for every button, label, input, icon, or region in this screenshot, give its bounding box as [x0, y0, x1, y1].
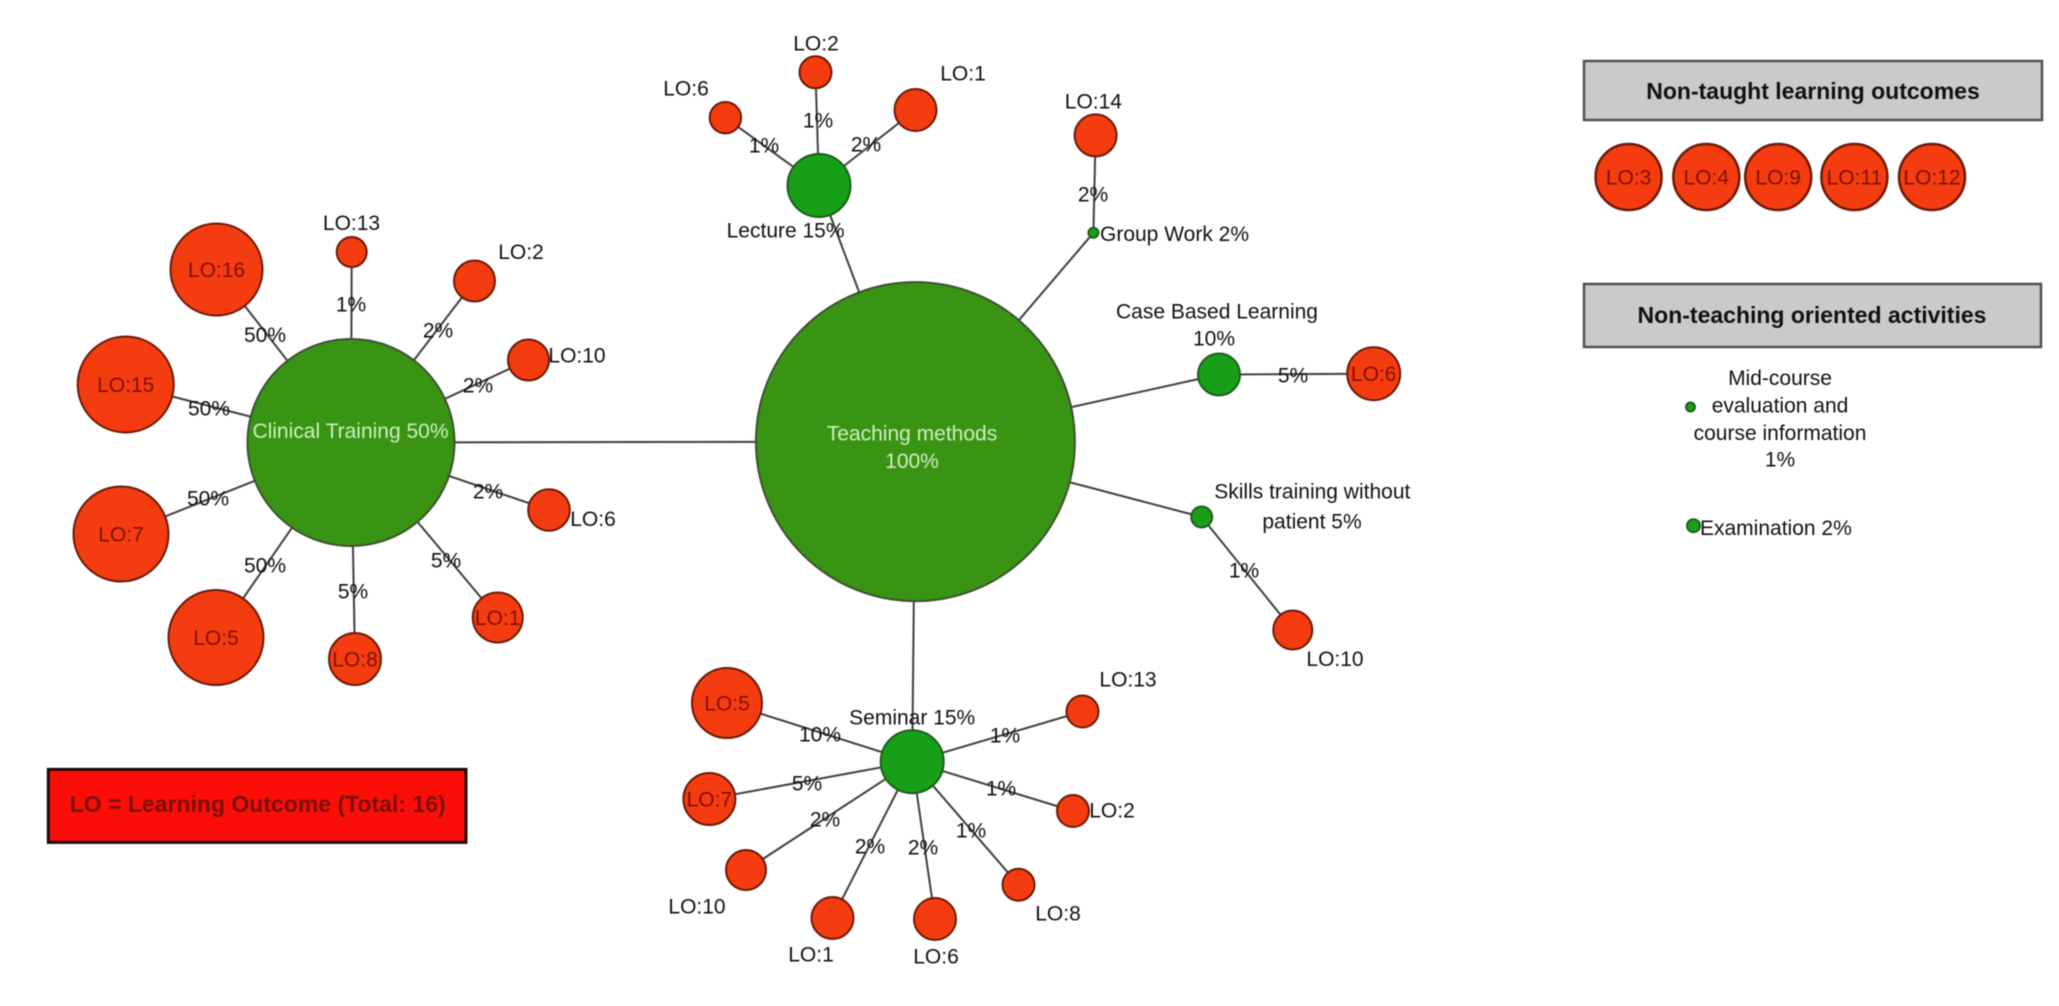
- svg-text:2%: 2%: [423, 320, 453, 343]
- svg-text:5%: 5%: [431, 550, 461, 573]
- svg-text:5%: 5%: [338, 581, 368, 604]
- svg-text:LO:14: LO:14: [1065, 91, 1123, 114]
- svg-text:LO:16: LO:16: [188, 259, 245, 282]
- svg-text:LO:1: LO:1: [788, 944, 834, 967]
- svg-text:LO:11: LO:11: [1827, 167, 1883, 190]
- svg-text:LO:6: LO:6: [570, 508, 616, 531]
- svg-text:Non-taught learning outcomes: Non-taught learning outcomes: [1646, 78, 1980, 104]
- svg-text:LO:10: LO:10: [668, 896, 725, 919]
- svg-text:LO:1: LO:1: [940, 63, 986, 86]
- svg-text:LO:7: LO:7: [687, 789, 733, 812]
- svg-text:100%: 100%: [885, 450, 939, 473]
- svg-text:1%: 1%: [803, 110, 833, 133]
- svg-text:1%: 1%: [1229, 560, 1259, 583]
- svg-text:LO:9: LO:9: [1755, 167, 1801, 190]
- svg-text:LO:12: LO:12: [1903, 167, 1960, 190]
- svg-text:LO:10: LO:10: [1306, 648, 1363, 671]
- svg-text:50%: 50%: [187, 488, 229, 511]
- svg-text:1%: 1%: [336, 294, 366, 317]
- svg-text:1%: 1%: [1765, 449, 1795, 472]
- svg-text:LO:6: LO:6: [663, 78, 709, 101]
- svg-text:10%: 10%: [799, 724, 841, 747]
- svg-text:1%: 1%: [986, 778, 1016, 801]
- svg-text:50%: 50%: [188, 398, 230, 421]
- svg-text:LO:1: LO:1: [475, 607, 521, 630]
- svg-text:LO:10: LO:10: [548, 345, 605, 368]
- svg-text:2%: 2%: [851, 134, 881, 157]
- svg-text:5%: 5%: [1278, 365, 1308, 388]
- svg-text:LO:6: LO:6: [1351, 363, 1397, 386]
- svg-text:10%: 10%: [1193, 328, 1235, 351]
- svg-text:50%: 50%: [244, 324, 286, 347]
- svg-text:Non-teaching oriented activiti: Non-teaching oriented activities: [1638, 302, 1987, 328]
- svg-text:evaluation and: evaluation and: [1712, 395, 1849, 418]
- svg-text:2%: 2%: [908, 837, 938, 860]
- svg-text:LO:2: LO:2: [793, 33, 839, 56]
- svg-text:LO:7: LO:7: [98, 524, 144, 547]
- svg-text:LO:3: LO:3: [1606, 167, 1652, 190]
- svg-text:LO:8: LO:8: [1035, 903, 1081, 926]
- svg-text:2%: 2%: [463, 375, 493, 398]
- svg-text:LO:5: LO:5: [704, 693, 750, 716]
- svg-text:Seminar 15%: Seminar 15%: [849, 707, 975, 730]
- svg-text:2%: 2%: [473, 481, 503, 504]
- svg-text:Group Work 2%: Group Work 2%: [1100, 223, 1249, 246]
- svg-text:LO:2: LO:2: [498, 241, 544, 264]
- svg-text:50%: 50%: [244, 555, 286, 578]
- svg-text:2%: 2%: [810, 809, 840, 832]
- svg-text:LO:8: LO:8: [332, 649, 378, 672]
- svg-text:Teaching methods: Teaching methods: [827, 423, 997, 446]
- svg-text:LO:13: LO:13: [1099, 669, 1156, 692]
- svg-text:LO:2: LO:2: [1089, 800, 1135, 823]
- svg-text:1%: 1%: [956, 820, 986, 843]
- svg-text:Lecture 15%: Lecture 15%: [727, 220, 845, 243]
- svg-text:LO:4: LO:4: [1684, 167, 1730, 190]
- svg-text:2%: 2%: [1078, 184, 1108, 207]
- svg-text:2%: 2%: [855, 836, 885, 859]
- svg-text:LO:6: LO:6: [913, 946, 959, 969]
- svg-text:Mid-course: Mid-course: [1728, 367, 1832, 390]
- svg-text:1%: 1%: [749, 135, 779, 158]
- svg-text:1%: 1%: [990, 725, 1020, 748]
- svg-text:Examination 2%: Examination 2%: [1700, 517, 1852, 540]
- svg-text:LO:5: LO:5: [193, 627, 239, 650]
- svg-text:LO = Learning Outcome (Total:: LO = Learning Outcome (Total: 16): [70, 791, 446, 817]
- svg-text:LO:15: LO:15: [97, 374, 154, 397]
- svg-text:course information: course information: [1694, 422, 1867, 445]
- svg-text:5%: 5%: [792, 773, 822, 796]
- svg-text:Clinical Training 50%: Clinical Training 50%: [252, 420, 448, 443]
- svg-text:LO:13: LO:13: [323, 212, 380, 235]
- svg-text:patient 5%: patient 5%: [1262, 511, 1361, 534]
- svg-text:Case Based Learning: Case Based Learning: [1116, 301, 1318, 324]
- svg-text:Skills training without: Skills training without: [1214, 481, 1410, 504]
